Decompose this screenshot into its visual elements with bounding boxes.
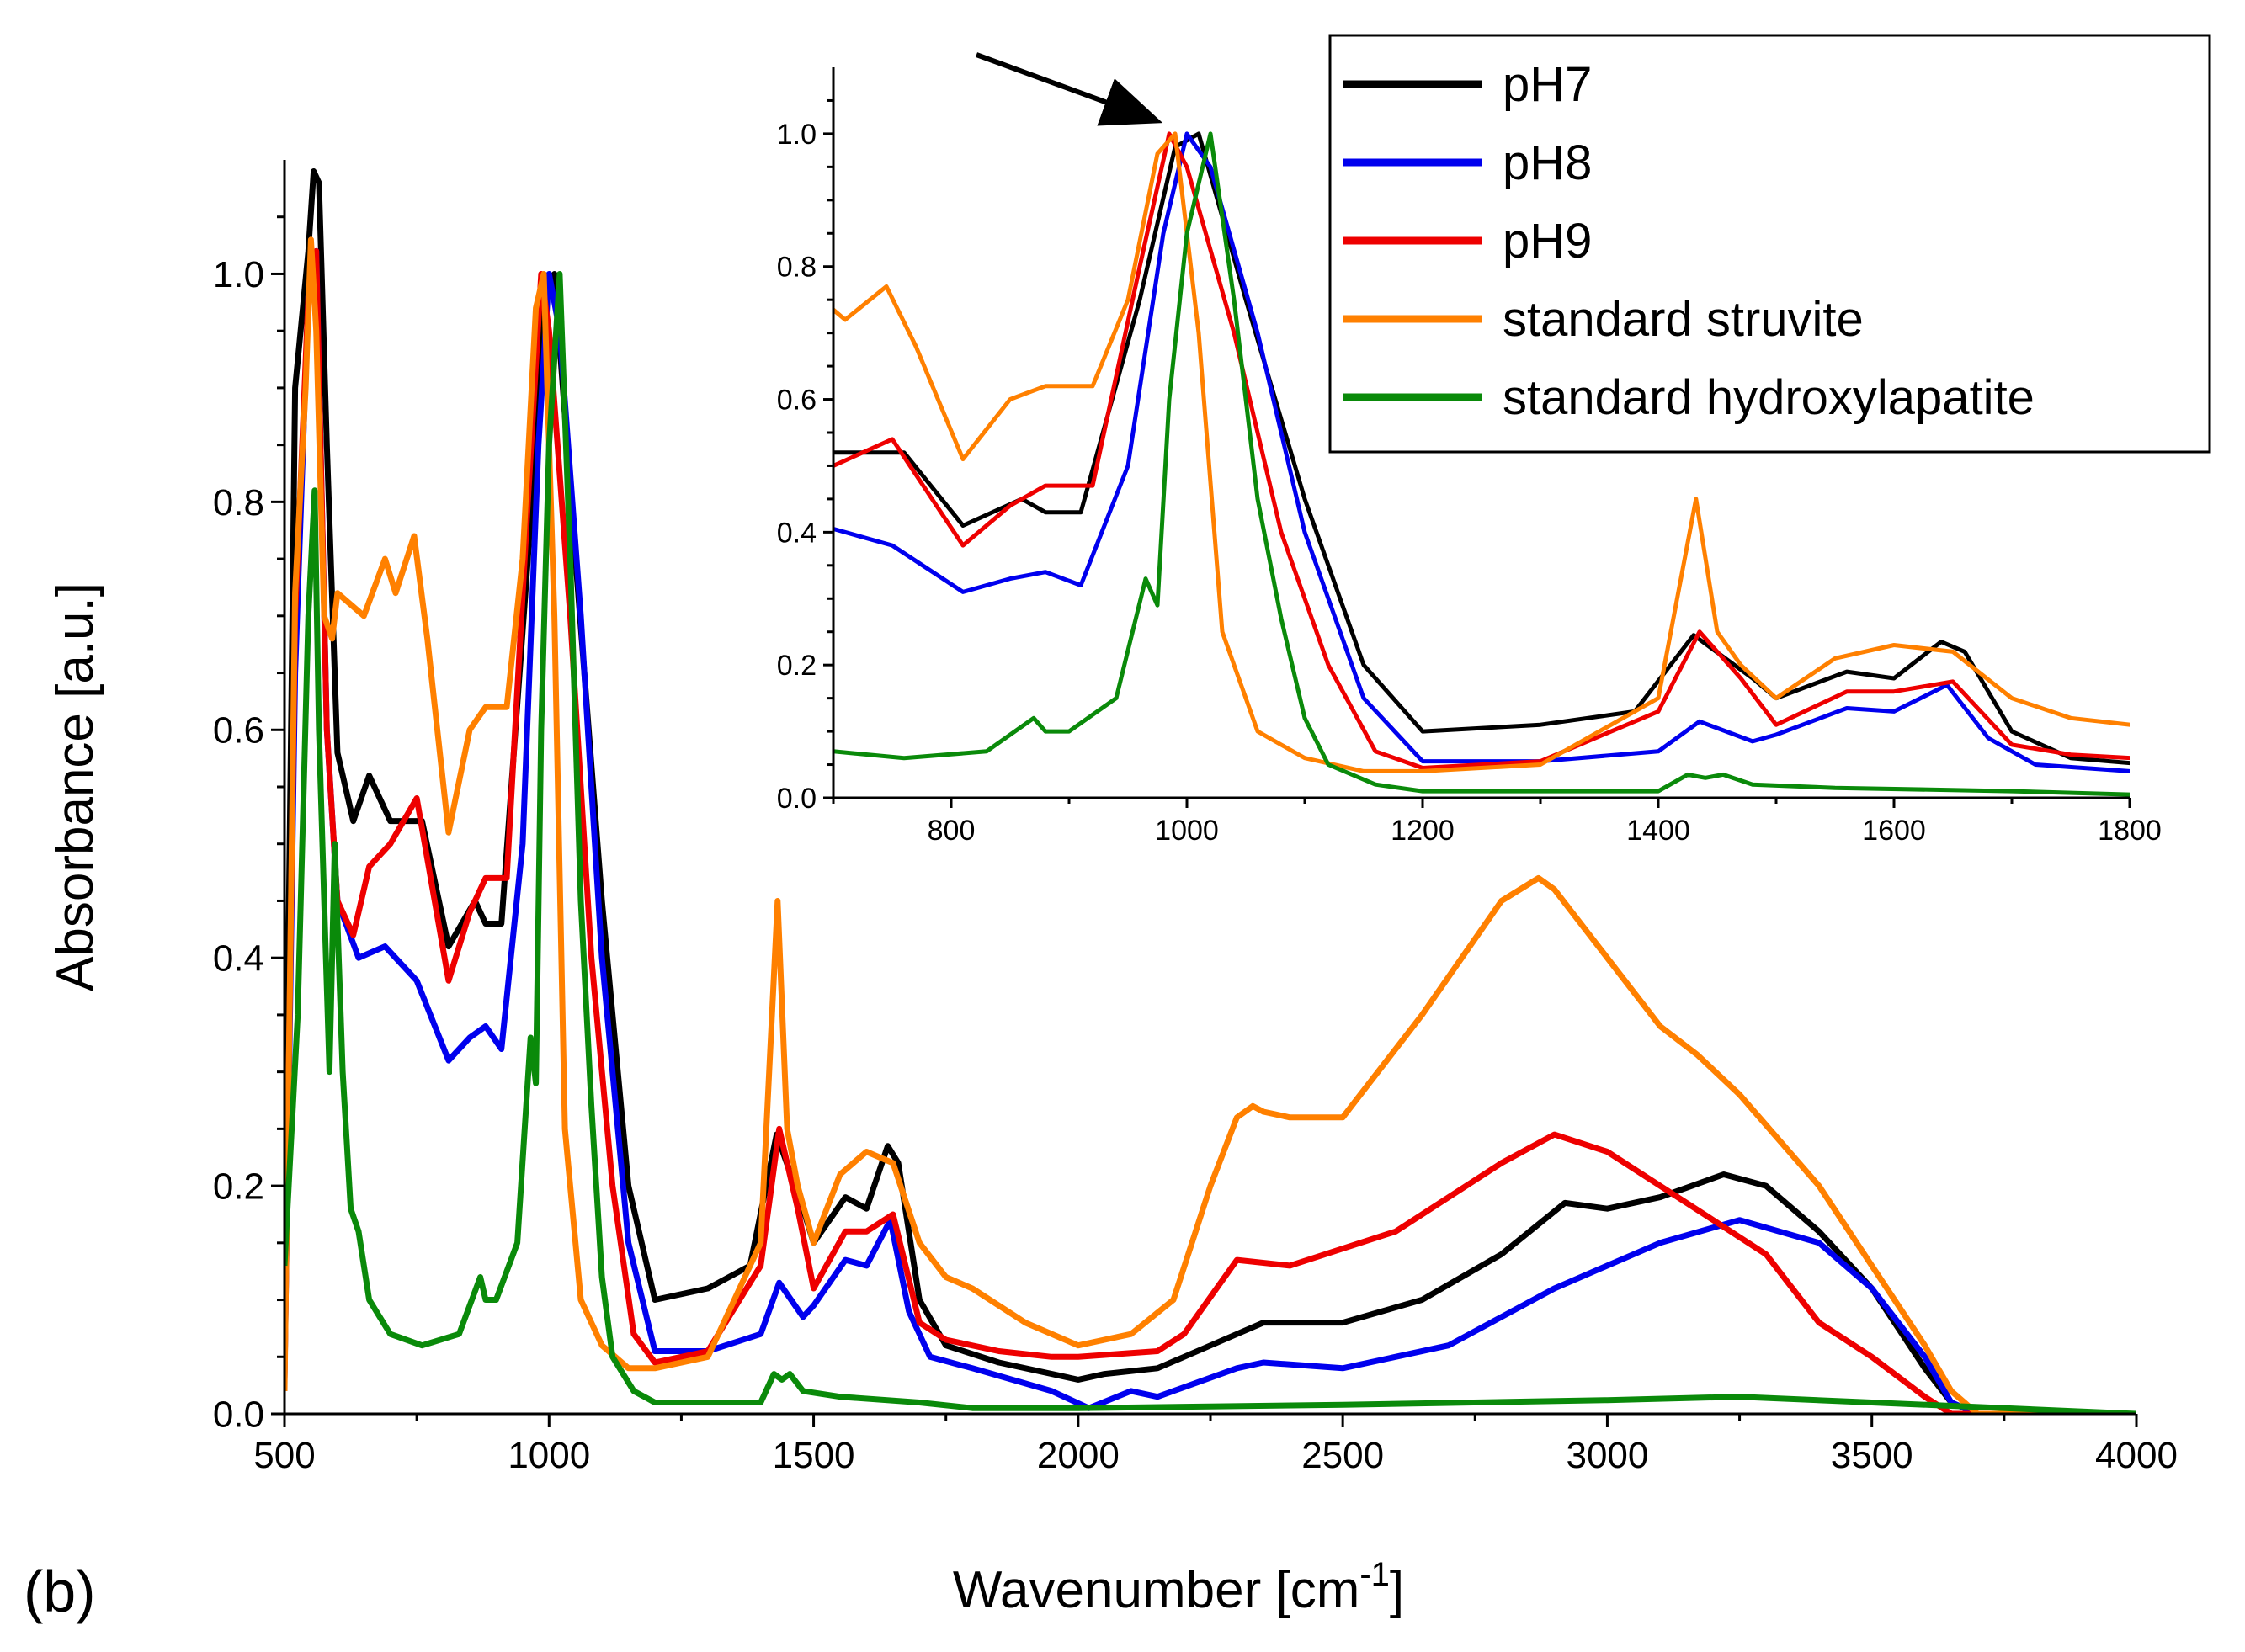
main-y-tick-label: 0.6 (213, 710, 264, 752)
main-y-tick-label: 0.0 (213, 1394, 264, 1435)
main-series-group (285, 168, 2136, 1414)
main-y-ticks: 0.0 0.2 0.4 0.6 0.8 1.0 (213, 215, 285, 1435)
main-x-tick-label: 2500 (1301, 1435, 1384, 1476)
main-x-tick-label: 4000 (2095, 1435, 2178, 1476)
panel-label: (b) (24, 1559, 96, 1624)
legend-label: standard hydroxylapatite (1503, 370, 2035, 425)
main-series-line-0 (285, 168, 2136, 1414)
main-series-line-1 (285, 247, 2136, 1414)
main-y-tick-label: 1.0 (213, 254, 264, 295)
x-axis-title-main: Wavenumber [cm (953, 1561, 1360, 1619)
legend-items: pH7 pH8 pH9 standard struvite standard hydro… (1343, 57, 2035, 425)
inset-series-line-4 (833, 131, 2130, 797)
main-x-tick-label: 500 (253, 1435, 315, 1476)
inset-x-tick-label: 1800 (2098, 815, 2162, 847)
inset-y-ticks: 0.0 0.2 0.4 0.6 0.8 1.0 (777, 98, 833, 815)
main-x-ticks: 500 1000 1500 2000 2500 3000 3500 4000 (253, 1414, 2178, 1476)
legend-label: pH9 (1503, 214, 1592, 268)
inset-y-tick-label: 0.0 (777, 783, 817, 815)
main-series-line-2 (285, 247, 2136, 1414)
main-series-line-4 (285, 271, 2136, 1414)
main-plot: 500 1000 1500 2000 2500 3000 3500 4000 0.00.20.… (213, 160, 2178, 1476)
legend-label: standard struvite (1503, 292, 1864, 347)
main-x-tick-label: 1500 (773, 1435, 855, 1476)
inset-y-tick-label: 0.2 (777, 650, 817, 682)
y-axis-title: Absorbance [a.u.] (46, 582, 104, 991)
main-series-line-3 (285, 236, 2136, 1414)
inset-x-ticks: 800 1000 1200 1400 1600 1800 (832, 798, 2162, 847)
inset-x-tick-label: 1600 (1862, 815, 1926, 847)
main-x-tick-label: 3500 (1831, 1435, 1913, 1476)
inset-series-line-2 (833, 131, 2130, 770)
inset-x-tick-label: 1000 (1155, 815, 1219, 847)
inset-y-tick-label: 1.0 (777, 119, 817, 151)
inset-y-tick-label: 0.8 (777, 252, 817, 284)
main-x-tick-label: 3000 (1566, 1435, 1648, 1476)
inset-series-line-3 (833, 131, 2130, 773)
inset-series-group (833, 131, 2130, 797)
legend-label: pH7 (1503, 57, 1592, 112)
inset-y-tick-label: 0.4 (777, 517, 817, 549)
inset-x-tick-label: 800 (928, 815, 976, 847)
inset-x-tick-label: 1200 (1391, 815, 1455, 847)
inset-series-line-1 (833, 131, 2130, 773)
inset-series-line-0 (833, 131, 2130, 766)
legend-label: pH8 (1503, 135, 1592, 190)
main-y-tick-label: 0.8 (213, 482, 264, 523)
x-axis-title: Wavenumber [cm-1] (953, 1556, 1404, 1619)
legend: pH7 pH8 pH9 standard struvite standard hydro… (1328, 34, 2211, 454)
main-y-tick-label: 0.4 (213, 938, 264, 980)
main-x-tick-label: 2000 (1037, 1435, 1120, 1476)
inset-y-tick-label: 0.6 (777, 384, 817, 416)
x-axis-title-end: ] (1390, 1561, 1404, 1619)
main-x-tick-label: 1000 (508, 1435, 590, 1476)
x-axis-title-superscript: -1 (1359, 1556, 1390, 1593)
inset-x-tick-label: 1400 (1626, 815, 1690, 847)
peak-arrow (975, 52, 1163, 126)
main-y-tick-label: 0.2 (213, 1166, 264, 1207)
